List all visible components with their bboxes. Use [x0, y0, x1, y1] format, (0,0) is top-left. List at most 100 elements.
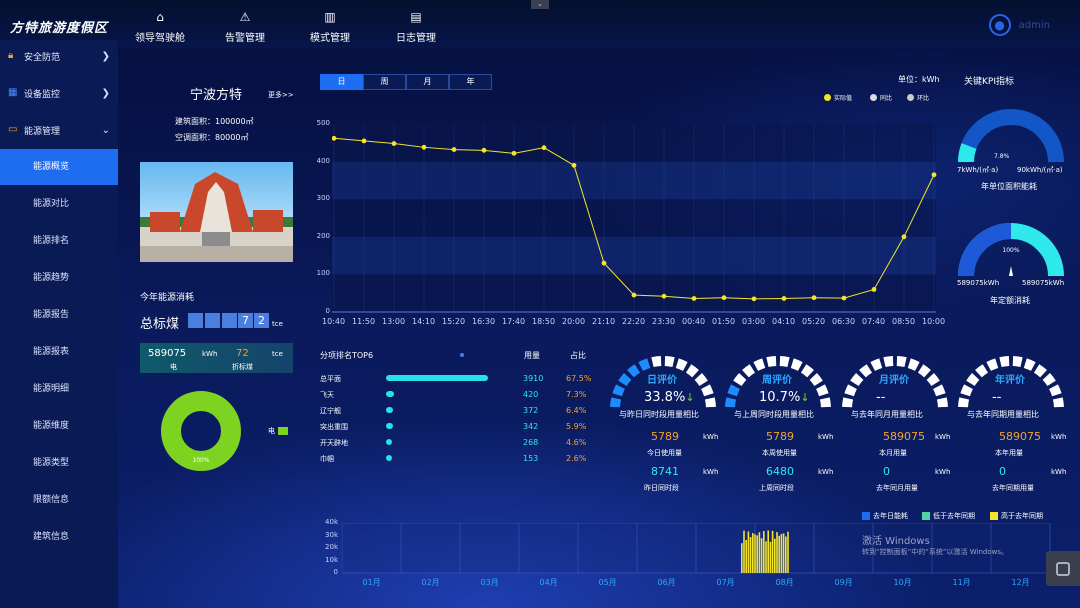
username: admin	[1018, 19, 1050, 31]
tab-year[interactable]: 年	[449, 74, 492, 90]
legend-lower[interactable]: 低于去年同期	[922, 511, 975, 521]
evaluation-desc: 与去年同期用量相比	[967, 410, 1039, 419]
data-point[interactable]	[391, 141, 397, 146]
daily-bar[interactable]	[754, 534, 756, 573]
data-point[interactable]	[571, 162, 577, 168]
sidebar-item-statement[interactable]: 能源报表	[33, 347, 70, 357]
gauge-segment	[859, 364, 873, 378]
daily-bar[interactable]	[778, 535, 780, 573]
sidebar-item-detail[interactable]: 能源明细	[33, 384, 70, 394]
data-point[interactable]	[511, 150, 517, 156]
legend-yoy[interactable]: 同比	[870, 93, 892, 102]
daily-bar[interactable]	[752, 533, 754, 573]
data-point[interactable]	[691, 296, 697, 301]
data-point[interactable]	[931, 172, 937, 178]
sidebar-group-security[interactable]: 🔒︎ 安全防范 ❯	[0, 43, 118, 69]
daily-bar[interactable]	[780, 533, 783, 573]
data-point[interactable]	[721, 295, 727, 301]
previous-usage-value: 8741	[651, 465, 679, 478]
top6-title: 分项排名TOP6	[320, 351, 374, 360]
data-point[interactable]	[601, 260, 607, 266]
daily-bar[interactable]	[765, 541, 767, 573]
legend-last-year[interactable]: 去年日能耗	[862, 511, 908, 521]
y-tick-label: 200	[316, 231, 330, 240]
daily-bar[interactable]	[760, 538, 763, 573]
gauge-segment	[883, 356, 894, 368]
data-point[interactable]	[871, 287, 877, 292]
legend-higher[interactable]: 高于去年同期	[990, 511, 1043, 521]
kpi-g1-min: 7kWh/(㎡·a)	[957, 166, 999, 174]
sidebar-group-device[interactable]: ▦ 设备监控 ❯	[0, 80, 118, 106]
daily-bar[interactable]	[741, 543, 743, 573]
y-tick-label: 100	[316, 269, 330, 278]
sidebar-item-quota[interactable]: 限额信息	[33, 495, 70, 505]
x-tick-label: 02月	[421, 578, 440, 587]
daily-bar[interactable]	[776, 532, 778, 573]
nav-mode[interactable]: ▥ 模式管理	[310, 10, 350, 44]
sidebar-item-type[interactable]: 能源类型	[33, 458, 70, 468]
nav-leader-cockpit[interactable]: ⌂ 领导驾驶舱	[135, 10, 185, 44]
daily-bar[interactable]	[785, 536, 787, 573]
sidebar-item-report[interactable]: 能源报告	[33, 310, 70, 320]
sidebar-item-ranking[interactable]: 能源排名	[33, 236, 70, 246]
down-arrow-icon: ↓	[800, 391, 810, 404]
data-point[interactable]	[421, 144, 427, 150]
digit-box	[222, 313, 237, 328]
daily-bar[interactable]	[747, 531, 750, 573]
data-point[interactable]	[332, 135, 337, 141]
sidebar-item-dimension[interactable]: 能源维度	[33, 421, 70, 431]
daily-bar[interactable]	[767, 530, 769, 573]
evaluation-desc: 与上周同时段用量相比	[734, 410, 814, 419]
data-point[interactable]	[901, 234, 907, 240]
current-usage-value: 5789	[651, 430, 679, 443]
nav-label: 领导驾驶舱	[135, 33, 185, 44]
legend-mom[interactable]: 环比	[907, 93, 929, 102]
collapse-toggle-icon[interactable]: ⌄	[531, 0, 549, 9]
data-point[interactable]	[481, 147, 487, 153]
nav-label: 模式管理	[310, 33, 350, 44]
more-link[interactable]: 更多>>	[268, 91, 294, 99]
coal-value: 72	[236, 348, 249, 359]
data-point[interactable]	[661, 293, 667, 299]
y-tick-label: 30k	[325, 530, 338, 539]
user-menu[interactable]: ● admin	[988, 14, 1050, 36]
nav-log[interactable]: ▤ 日志管理	[396, 10, 436, 44]
data-point[interactable]	[751, 296, 757, 302]
daily-bar[interactable]	[769, 541, 772, 573]
data-point[interactable]	[541, 145, 547, 151]
user-avatar-icon: ●	[988, 14, 1011, 36]
data-point[interactable]	[631, 292, 637, 298]
nav-alarm[interactable]: ⚠ 告警管理	[225, 10, 265, 44]
data-point[interactable]	[451, 147, 457, 152]
sidebar-item-compare[interactable]: 能源对比	[33, 199, 70, 209]
gauge-segment	[933, 384, 946, 397]
daily-bar[interactable]	[782, 533, 785, 573]
data-point[interactable]	[361, 138, 367, 144]
daily-bar[interactable]	[763, 530, 765, 573]
data-point[interactable]	[811, 295, 817, 301]
daily-bar[interactable]	[756, 535, 758, 573]
tab-month[interactable]: 月	[406, 74, 449, 90]
tab-week[interactable]: 周	[363, 74, 406, 90]
sidebar-group-energy[interactable]: ▭ 能源管理 ⌄	[0, 117, 118, 143]
daily-bar[interactable]	[749, 536, 752, 573]
corner-widget-icon[interactable]	[1046, 551, 1080, 586]
daily-bar[interactable]	[787, 531, 789, 573]
annual-energy-label: 今年能源消耗	[140, 293, 195, 303]
sidebar-group-label: 设备监控	[24, 89, 61, 100]
daily-bar[interactable]	[743, 530, 745, 573]
daily-bar[interactable]	[771, 530, 774, 573]
legend-actual[interactable]: 实际值	[824, 93, 852, 102]
x-tick-label: 00:40	[682, 317, 706, 326]
x-tick-label: 08:50	[892, 317, 916, 326]
daily-bar[interactable]	[745, 539, 747, 573]
data-point[interactable]	[841, 295, 847, 301]
sidebar-item-trend[interactable]: 能源趋势	[33, 273, 70, 283]
gauge-segment	[664, 356, 675, 368]
daily-bar[interactable]	[774, 538, 776, 573]
sidebar-item-building[interactable]: 建筑信息	[33, 532, 70, 542]
daily-bar[interactable]	[758, 532, 761, 573]
tab-day[interactable]: 日	[320, 74, 363, 90]
sidebar-item-overview[interactable]: 能源概览	[0, 149, 118, 185]
data-point[interactable]	[781, 296, 787, 301]
